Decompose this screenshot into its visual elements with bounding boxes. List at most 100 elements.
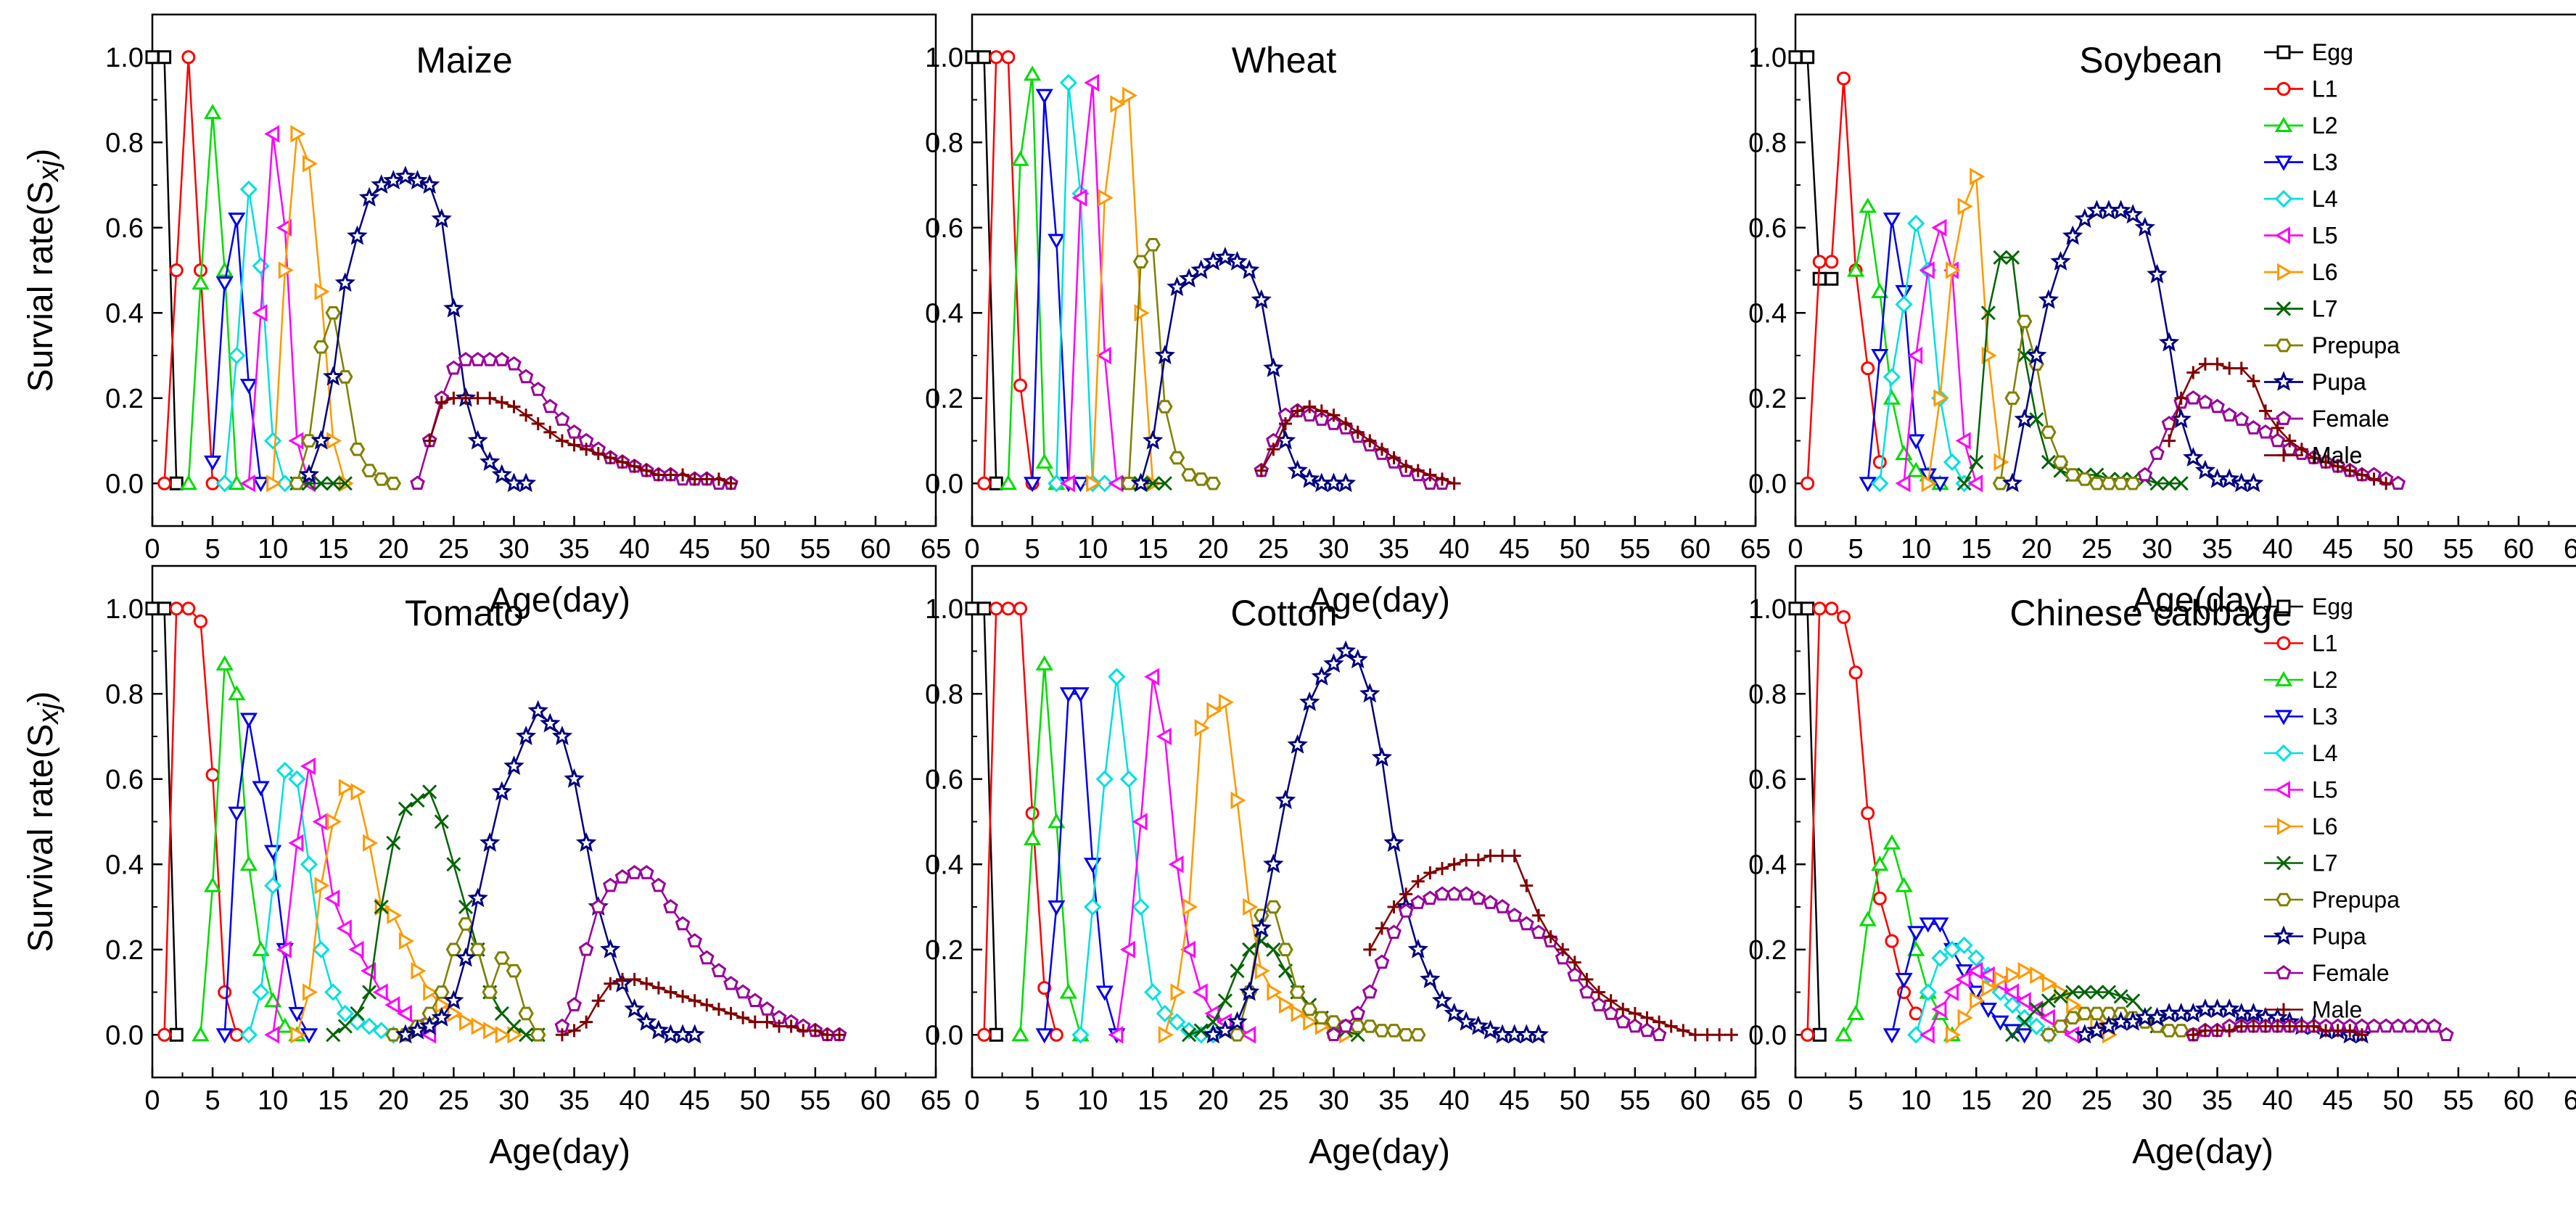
data-point-female xyxy=(1591,997,1607,1011)
data-point-pupa xyxy=(1227,250,1248,271)
data-point-l4 xyxy=(1931,949,1949,967)
data-point-l7 xyxy=(2101,985,2117,1000)
data-point-l3 xyxy=(1895,284,1913,300)
x-tick-label: 65 xyxy=(2564,534,2576,564)
data-point-prepupa xyxy=(2052,455,2069,469)
data-point-l2 xyxy=(1847,261,1865,277)
data-point-l2 xyxy=(1859,911,1877,927)
data-point-male xyxy=(760,1015,774,1029)
data-point-pupa xyxy=(1275,789,1296,810)
data-point-female xyxy=(542,398,558,414)
data-point-l4 xyxy=(252,983,270,1001)
data-point-l6 xyxy=(363,834,379,852)
legend-label: L5 xyxy=(2312,223,2338,249)
data-point-l3 xyxy=(1931,477,1949,493)
data-point-prepupa xyxy=(2077,472,2093,486)
data-point-male xyxy=(1531,908,1545,922)
data-point-l6 xyxy=(1122,86,1137,104)
data-point-pupa xyxy=(624,998,645,1019)
data-point-l6 xyxy=(1279,996,1294,1014)
data-point-l6 xyxy=(2030,966,2046,985)
data-point-male xyxy=(2319,455,2333,469)
data-point-male xyxy=(1399,459,1413,473)
series-female xyxy=(1326,886,1667,1041)
data-point-pupa xyxy=(334,272,355,292)
data-point-pupa xyxy=(575,832,597,852)
data-point-female xyxy=(1494,899,1510,913)
data-point-l2 xyxy=(179,475,198,490)
data-point-l1 xyxy=(181,50,196,65)
data-point-l6 xyxy=(398,932,414,950)
legend-marker-egg xyxy=(2276,599,2291,614)
data-point-l4 xyxy=(239,180,258,199)
panel-tomato: 0 5 10 15 20 25 30 35 40 45 50 55 60 65 0.0 0.2 0.4 0.6 0.… xyxy=(22,564,951,1171)
data-point-prepupa xyxy=(301,434,317,448)
data-point-pupa xyxy=(1528,1024,1550,1044)
data-point-male xyxy=(2234,361,2248,375)
legend-marker-l7 xyxy=(2276,301,2292,316)
data-point-female xyxy=(2149,445,2165,460)
data-point-l4 xyxy=(1095,770,1114,788)
data-point-male xyxy=(1339,417,1353,430)
data-point-l3 xyxy=(215,276,234,292)
series-l6 xyxy=(1921,168,2009,493)
data-point-prepupa xyxy=(530,1028,546,1042)
data-point-l4 xyxy=(360,1017,379,1035)
data-point-female xyxy=(1483,895,1498,909)
data-point-l2 xyxy=(1024,829,1042,845)
data-point-l7 xyxy=(1969,454,1984,469)
data-point-male xyxy=(640,977,654,990)
data-point-pupa xyxy=(2098,1015,2120,1035)
data-point-l4 xyxy=(1144,983,1162,1001)
data-point-pupa xyxy=(2062,225,2083,245)
data-point-female xyxy=(735,984,751,999)
data-point-l5 xyxy=(1907,346,1923,365)
data-point-male xyxy=(1291,404,1304,418)
data-point-female xyxy=(2185,390,2201,405)
data-point-l7 xyxy=(422,784,437,800)
data-point-l1 xyxy=(1836,610,1851,624)
data-point-male xyxy=(2223,1024,2236,1038)
data-point-l6 xyxy=(423,983,439,1001)
data-point-female xyxy=(2258,424,2273,439)
series-egg xyxy=(145,601,184,1042)
data-point-l6 xyxy=(1921,475,1937,493)
data-point-l6 xyxy=(1291,1004,1306,1022)
x-tick-label: 40 xyxy=(619,534,649,564)
data-point-l6 xyxy=(471,1017,487,1035)
series-male xyxy=(1363,849,1738,1042)
data-point-l2 xyxy=(999,475,1018,490)
data-point-female xyxy=(2137,467,2153,482)
data-point-prepupa xyxy=(2041,1028,2057,1042)
data-point-male xyxy=(651,981,665,995)
data-point-prepupa xyxy=(2101,477,2117,490)
data-point-pupa xyxy=(1166,276,1188,297)
y-tick-label: 1.0 xyxy=(1748,594,1787,625)
legend-marker-male xyxy=(2277,448,2290,462)
legend-label: L3 xyxy=(2312,149,2338,176)
data-point-l6 xyxy=(1230,792,1246,810)
data-point-l3 xyxy=(2015,1028,2033,1044)
legend-label: L2 xyxy=(2312,667,2338,693)
data-point-l4 xyxy=(1895,295,1913,313)
data-point-l5 xyxy=(372,983,388,1001)
data-point-l1 xyxy=(1872,891,1887,905)
x-tick-label: 20 xyxy=(2021,534,2052,564)
legend-label: Egg xyxy=(2312,593,2353,620)
data-point-pupa xyxy=(1299,468,1320,488)
data-point-l2 xyxy=(204,876,222,892)
legend-label: Pupa xyxy=(2312,369,2366,395)
data-point-l1 xyxy=(989,601,1003,616)
data-point-l6 xyxy=(1170,983,1186,1001)
y-tick-label: 0.6 xyxy=(1748,213,1787,244)
data-point-prepupa xyxy=(1193,472,1209,486)
data-point-male xyxy=(1436,472,1449,486)
data-point-pupa xyxy=(564,768,585,788)
x-tick-label: 40 xyxy=(1439,534,1469,564)
data-point-male xyxy=(1592,985,1605,999)
legend-marker-prepupa xyxy=(2276,338,2292,353)
data-point-l6 xyxy=(1946,261,1962,279)
data-point-pupa xyxy=(395,165,416,186)
series-male xyxy=(1254,400,1461,490)
data-point-l5 xyxy=(396,1004,412,1022)
